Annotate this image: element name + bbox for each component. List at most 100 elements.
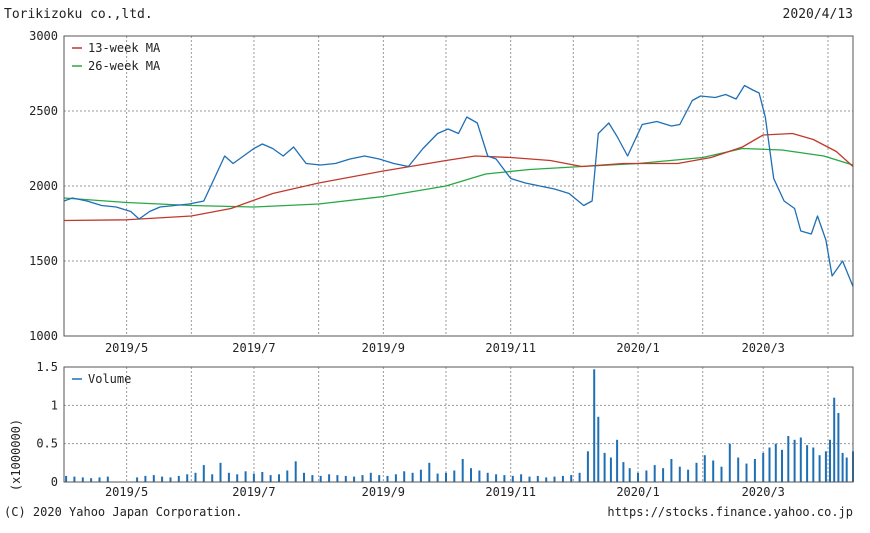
volume-bar (136, 477, 139, 482)
volume-bar (824, 451, 827, 482)
price-x-tick-label: 2020/3 (742, 341, 785, 355)
price-y-ticks: 3000 2500 2000 1500 1000 (29, 29, 58, 343)
volume-bar (219, 462, 222, 482)
volume-bar (73, 476, 76, 482)
volume-bar (687, 469, 690, 482)
volume-bar (503, 475, 506, 482)
volume-bar (453, 470, 456, 482)
volume-bar (411, 472, 414, 482)
volume-bar (703, 455, 706, 482)
volume-bar (328, 474, 331, 482)
volume-y-tick-label: 1 (51, 398, 58, 412)
volume-x-tick-label: 2019/9 (362, 485, 405, 499)
legend-volume-label: Volume (88, 372, 131, 386)
volume-bar (98, 477, 101, 482)
volume-bar (806, 445, 809, 482)
price-x-tick-label: 2019/5 (105, 341, 148, 355)
volume-bar (378, 475, 381, 482)
chart-date: 2020/4/13 (783, 7, 853, 22)
volume-bar (81, 477, 84, 482)
volume-bar (616, 439, 619, 482)
volume-bar (169, 477, 172, 482)
volume-bar (833, 397, 836, 482)
volume-bar (286, 470, 289, 482)
volume-y-tick-label: 1.5 (36, 360, 58, 374)
volume-bar (144, 475, 147, 482)
volume-bar (662, 468, 665, 482)
volume-bar (799, 437, 802, 482)
volume-bar (570, 475, 573, 482)
price-y-tick-label: 3000 (29, 29, 58, 43)
volume-bar (211, 474, 214, 482)
volume-x-tick-label: 2020/3 (742, 485, 785, 499)
volume-bar (774, 443, 777, 482)
volume-bar (586, 451, 589, 482)
volume-bar (386, 475, 389, 482)
volume-bar (695, 462, 698, 482)
volume-bar (202, 465, 205, 482)
volume-bar (637, 472, 639, 482)
ma13-line (63, 132, 854, 222)
volume-bar (261, 472, 264, 482)
price-x-ticks: 2019/5 2019/7 2019/9 2019/11 2020/1 2020/3 (105, 341, 785, 355)
price-x-tick-label: 2019/9 (362, 341, 405, 355)
volume-bar (303, 472, 305, 482)
volume-bar (478, 470, 481, 482)
volume-bar (818, 455, 821, 482)
volume-bar (161, 476, 164, 482)
volume-bar (597, 416, 600, 482)
volume-bar (511, 475, 514, 482)
price-line (63, 84, 854, 287)
volume-bar (495, 474, 498, 482)
volume-bar (678, 466, 681, 482)
copyright: (C) 2020 Yahoo Japan Corporation. (4, 505, 242, 519)
volume-bar (712, 460, 715, 482)
price-y-tick-label: 1500 (29, 254, 58, 268)
volume-bar (653, 465, 656, 482)
volume-bar (419, 469, 422, 482)
volume-x-tick-label: 2019/11 (485, 485, 536, 499)
price-y-tick-label: 2000 (29, 179, 58, 193)
volume-bar (177, 475, 180, 482)
volume-bar (445, 472, 447, 482)
volume-bar (753, 459, 756, 482)
volume-bar (106, 476, 109, 482)
volume-bar (336, 475, 339, 482)
volume-bar (545, 477, 548, 482)
volume-y-tick-label: 0.5 (36, 437, 58, 451)
volume-bar (528, 476, 531, 482)
volume-bar (781, 449, 783, 482)
volume-bar (745, 463, 748, 482)
volume-bar (845, 457, 848, 482)
price-x-tick-label: 2020/1 (616, 341, 659, 355)
volume-bar (768, 447, 771, 482)
volume-bar (837, 413, 840, 482)
volume-y-ticks: 1.5 1 0.5 0 (36, 360, 58, 489)
volume-x-ticks: 2019/5 2019/7 2019/9 2019/11 2020/1 2020/3 (105, 485, 785, 499)
volume-bar (311, 475, 314, 482)
volume-bar (194, 472, 197, 482)
volume-x-tick-label: 2019/7 (232, 485, 275, 499)
price-y-tick-label: 1000 (29, 329, 58, 343)
source-url[interactable]: https://stocks.finance.yahoo.co.jp (607, 505, 853, 519)
price-lines (63, 84, 854, 287)
volume-bar (670, 459, 673, 482)
volume-bar (841, 452, 844, 482)
volume-bar (787, 436, 790, 482)
volume-frame (63, 366, 854, 483)
volume-bar (603, 452, 606, 482)
volume-y-tick-label: 0 (51, 475, 58, 489)
volume-grid (64, 367, 853, 482)
volume-bar (403, 471, 406, 482)
ma26-line (63, 147, 854, 208)
volume-bars (65, 369, 854, 482)
volume-bar (829, 439, 831, 482)
volume-bar (369, 472, 372, 482)
volume-bar (578, 472, 581, 482)
price-y-tick-label: 2500 (29, 104, 58, 118)
volume-bar (294, 461, 297, 482)
price-grid (64, 36, 853, 336)
volume-bar (520, 474, 523, 482)
